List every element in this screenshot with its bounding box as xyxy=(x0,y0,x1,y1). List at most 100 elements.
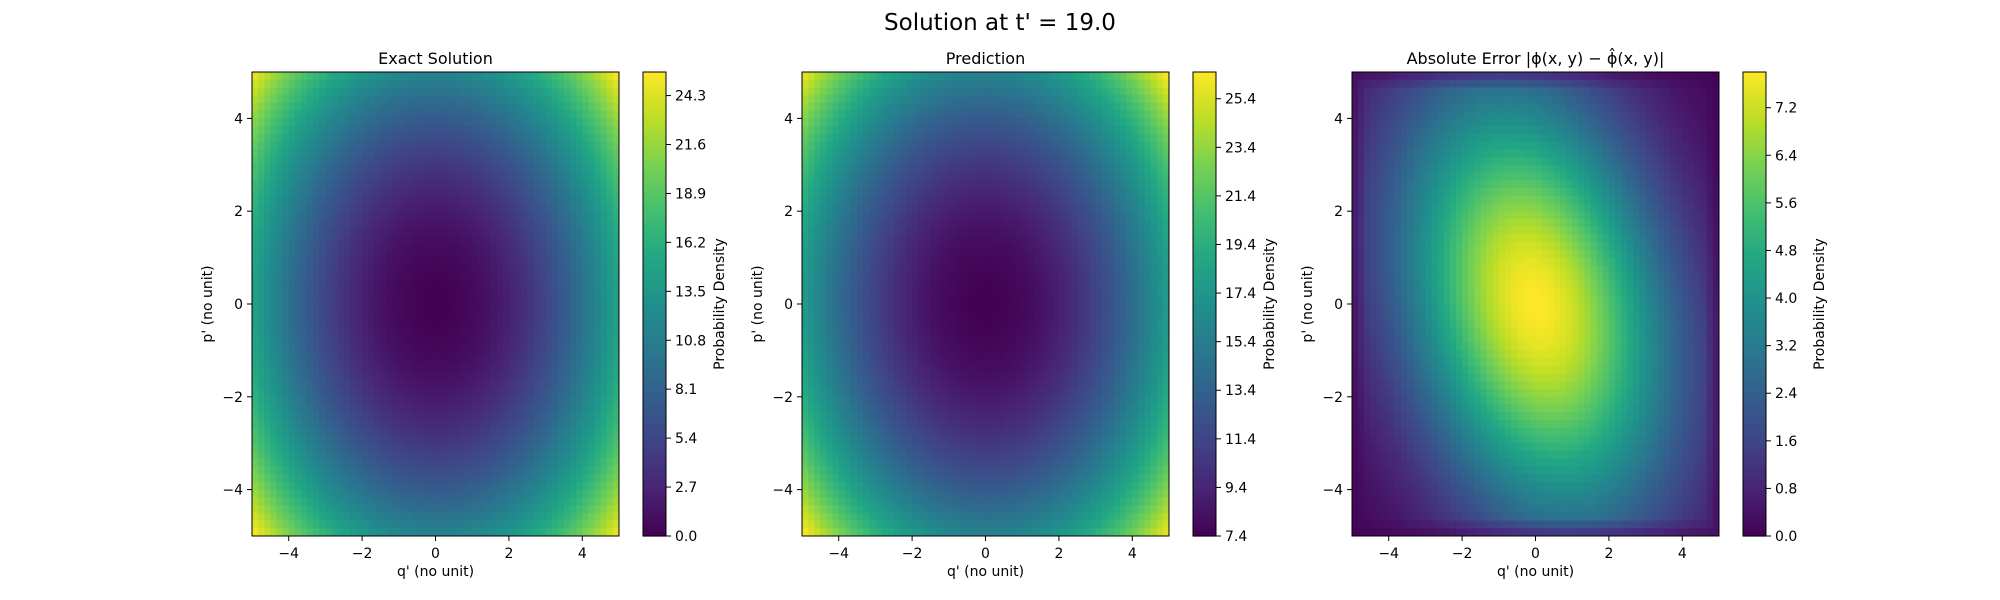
heatmap-cell xyxy=(435,327,443,336)
heatmap-cell xyxy=(276,520,284,529)
heatmap-cell xyxy=(563,505,571,514)
heatmap-cell xyxy=(508,180,516,189)
heatmap-cell xyxy=(288,265,296,274)
heatmap-cell xyxy=(355,489,363,498)
heatmap-cell xyxy=(368,126,375,135)
heatmap-cell xyxy=(466,420,473,429)
heatmap-cell xyxy=(466,87,473,96)
heatmap-cell xyxy=(588,72,596,81)
heatmap-cell xyxy=(313,149,320,158)
heatmap-cell xyxy=(478,249,486,259)
heatmap-cell xyxy=(453,211,461,220)
heatmap-cell xyxy=(282,474,290,483)
heatmap-cell xyxy=(429,474,437,483)
heatmap-cell xyxy=(447,435,455,444)
heatmap-cell xyxy=(478,296,486,305)
heatmap-cell xyxy=(307,420,314,429)
heatmap-cell xyxy=(515,443,522,452)
colorbar-tick-label: 8.1 xyxy=(675,382,697,398)
heatmap-cell xyxy=(557,218,565,228)
heatmap-cell xyxy=(337,412,345,421)
heatmap-cell xyxy=(386,435,394,444)
heatmap-cell xyxy=(539,79,547,89)
heatmap-cell xyxy=(441,466,449,475)
heatmap-cell xyxy=(300,172,308,181)
heatmap-cell xyxy=(832,102,840,112)
heatmap-cell xyxy=(527,280,534,290)
heatmap-cell xyxy=(918,512,925,522)
heatmap-cell xyxy=(411,505,418,514)
heatmap-cell xyxy=(404,149,412,158)
heatmap-cell xyxy=(392,141,400,150)
heatmap-cell xyxy=(912,157,919,166)
heatmap-cell xyxy=(453,203,461,212)
heatmap-cell xyxy=(472,396,479,406)
heatmap-cell xyxy=(808,365,815,375)
heatmap-cell xyxy=(349,389,357,398)
heatmap-cell xyxy=(368,512,375,522)
heatmap-cell xyxy=(576,458,583,467)
heatmap-cell xyxy=(300,180,308,189)
heatmap-cell xyxy=(820,481,828,491)
heatmap-cell xyxy=(258,87,265,96)
heatmap-cell xyxy=(313,218,320,228)
heatmap-cell xyxy=(850,126,858,135)
heatmap-cell xyxy=(307,195,314,205)
heatmap-cell xyxy=(539,296,547,305)
heatmap-cell xyxy=(276,172,284,181)
heatmap-cell xyxy=(264,342,271,351)
heatmap-cell xyxy=(472,319,479,328)
heatmap-cell xyxy=(386,296,394,305)
heatmap-cell xyxy=(912,164,919,174)
heatmap-cell xyxy=(404,520,412,529)
heatmap-cell xyxy=(582,443,590,452)
heatmap-cell xyxy=(478,203,486,212)
heatmap-cell xyxy=(905,396,913,406)
heatmap-cell xyxy=(472,311,479,321)
heatmap-cell xyxy=(875,505,883,514)
heatmap-cell xyxy=(276,203,284,212)
heatmap-cell xyxy=(887,342,895,351)
heatmap-cell xyxy=(844,520,852,529)
heatmap-cell xyxy=(508,466,516,475)
heatmap-cell xyxy=(380,381,388,390)
heatmap-cell xyxy=(570,288,577,297)
heatmap-cell xyxy=(899,512,907,522)
heatmap-cell xyxy=(850,188,858,197)
heatmap-cell xyxy=(521,280,528,290)
heatmap-cell xyxy=(887,95,895,104)
heatmap-cell xyxy=(453,126,461,135)
heatmap-cell xyxy=(563,512,571,522)
heatmap-cell xyxy=(832,280,840,290)
heatmap-cell xyxy=(527,304,534,313)
heatmap-cell xyxy=(588,249,596,259)
heatmap-cell xyxy=(288,141,296,150)
heatmap-cell xyxy=(521,257,528,266)
heatmap-cell xyxy=(802,334,809,344)
heatmap-cell xyxy=(899,226,907,235)
heatmap-cell xyxy=(832,211,840,220)
heatmap-cell xyxy=(826,466,834,475)
heatmap-cell xyxy=(386,242,394,251)
heatmap-cell xyxy=(276,79,284,89)
heatmap-cell xyxy=(441,72,449,81)
heatmap-cell xyxy=(557,512,565,522)
heatmap-cell xyxy=(447,280,455,290)
heatmap-cell xyxy=(905,489,913,498)
heatmap-cell xyxy=(374,404,382,413)
heatmap-cell xyxy=(325,443,333,452)
heatmap-cell xyxy=(912,365,919,375)
heatmap-cell xyxy=(582,373,590,382)
heatmap-cell xyxy=(563,327,571,336)
heatmap-cell xyxy=(349,358,357,367)
heatmap-cell xyxy=(490,420,498,429)
heatmap-cell xyxy=(802,512,809,522)
heatmap-cell xyxy=(478,226,486,235)
heatmap-cell xyxy=(355,450,363,460)
heatmap-cell xyxy=(557,296,565,305)
heatmap-cell xyxy=(362,520,369,529)
heatmap-cell xyxy=(887,420,895,429)
heatmap-cell xyxy=(380,520,388,529)
heatmap-cell xyxy=(319,327,326,336)
